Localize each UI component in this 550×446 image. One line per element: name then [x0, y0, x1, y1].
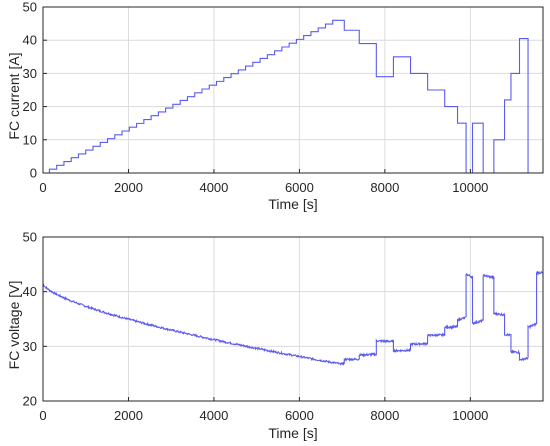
current-plot-panel: 0 2000 4000 6000 8000 10000 0 10 20 30 40 50 Time [… — [6, 0, 544, 212]
x-tick-label: 2000 — [114, 180, 143, 195]
y-tick-label: 30 — [23, 66, 37, 81]
series-line — [43, 270, 543, 366]
x-tick-label: 0 — [39, 180, 46, 195]
x-tick-label: 10000 — [452, 180, 488, 195]
x-tick-label: 4000 — [199, 180, 228, 195]
voltage-plot-area — [43, 237, 543, 401]
current-ticks: 0 2000 4000 6000 8000 10000 0 10 20 30 40 50 — [23, 0, 489, 195]
y-tick-label: 0 — [30, 166, 37, 181]
current-series — [43, 19, 543, 173]
x-tick-label: 4000 — [199, 408, 228, 423]
voltage-ticks: 0 2000 4000 6000 8000 10000 20 30 40 50 — [23, 230, 489, 424]
current-axes-frame — [42, 6, 544, 174]
current-y-axis-label: FC current [A] — [6, 52, 22, 139]
y-tick-label: 20 — [23, 394, 37, 409]
y-tick-label: 30 — [23, 339, 37, 354]
x-tick-label: 8000 — [370, 408, 399, 423]
current-x-axis-label: Time [s] — [268, 196, 317, 212]
y-tick-label: 20 — [23, 99, 37, 114]
current-plot-area — [43, 7, 543, 173]
y-tick-label: 40 — [23, 33, 37, 48]
voltage-x-axis-label: Time [s] — [268, 425, 317, 441]
x-tick-label: 2000 — [114, 408, 143, 423]
y-tick-label: 40 — [23, 284, 37, 299]
series-line — [43, 19, 543, 173]
x-tick-label: 0 — [39, 408, 46, 423]
y-tick-label: 10 — [23, 132, 37, 147]
x-tick-label: 10000 — [452, 408, 488, 423]
x-tick-label: 6000 — [285, 180, 314, 195]
voltage-series — [43, 270, 543, 366]
voltage-axes-frame — [42, 236, 544, 402]
x-tick-label: 6000 — [285, 408, 314, 423]
y-tick-label: 50 — [23, 230, 37, 245]
voltage-y-axis-label: FC voltage [V] — [6, 281, 22, 370]
x-tick-label: 8000 — [370, 180, 399, 195]
y-tick-label: 50 — [23, 0, 37, 15]
